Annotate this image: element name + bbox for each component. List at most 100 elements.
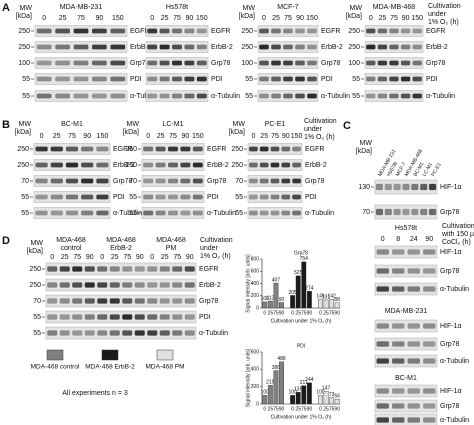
bar [318, 395, 323, 405]
lane-label: 90 [425, 236, 433, 243]
mw-label: 70 [362, 209, 370, 216]
band [92, 93, 107, 99]
band [281, 178, 291, 184]
blot-strip [374, 319, 438, 333]
band [281, 210, 291, 216]
protein-label: Grp78 [440, 403, 460, 410]
lane-label: 75 [68, 133, 76, 140]
band [412, 60, 422, 66]
band [110, 60, 126, 66]
blot-note: with 150 µmol/L [441, 231, 474, 238]
band [96, 146, 109, 152]
x-tick-label: 90 [279, 406, 285, 412]
band [366, 60, 376, 66]
note: Cultivation [200, 237, 233, 244]
y-tick-label: 0 [256, 401, 259, 407]
band [180, 178, 191, 184]
band [393, 183, 401, 191]
band [35, 194, 48, 200]
lane-label: 90 [186, 254, 194, 261]
note: under [304, 126, 323, 133]
band [400, 44, 411, 50]
group-title: MDA-468 [106, 237, 136, 244]
mw-label: 250 [17, 146, 29, 153]
bar [273, 370, 279, 405]
band [97, 314, 108, 320]
band [96, 178, 109, 184]
band [96, 210, 109, 216]
band [411, 183, 419, 191]
band [134, 298, 145, 304]
band [172, 282, 183, 288]
band [271, 93, 281, 99]
blot-title: PC-E1 [265, 121, 286, 128]
y-tick-label: 600 [251, 349, 260, 355]
mw-label: 250 [348, 44, 360, 51]
protein-label: ErbB-2 [321, 44, 343, 51]
blot-title: LC-M1 [162, 121, 183, 128]
band [259, 146, 269, 152]
protein-label: Grp78 [113, 178, 133, 185]
bar [329, 397, 335, 405]
mw-header: MW [350, 5, 363, 12]
band [184, 266, 195, 272]
y-tick-label: 0 [256, 305, 259, 311]
band [84, 330, 95, 336]
value-label: 145 [316, 293, 325, 299]
lane-label: 75 [284, 15, 292, 22]
bar [334, 398, 340, 405]
band [400, 28, 411, 34]
band [392, 249, 405, 255]
x-tick-label: 0 [263, 310, 266, 316]
protein-label: Grp78 [321, 60, 341, 67]
x-tick-label: 75 [301, 406, 307, 412]
mw-label: 55 [22, 76, 30, 83]
protein-label: Grp78 [440, 268, 460, 275]
mw-header: [kDa] [15, 129, 31, 136]
lane-label: 25 [53, 133, 61, 140]
lane-label: 0 [50, 254, 54, 261]
band [376, 249, 389, 255]
value-label: 274 [305, 286, 314, 292]
mw-label: 55 [21, 210, 29, 217]
legend-label: MDA-468 ErbB-2 [85, 364, 135, 371]
band [84, 314, 95, 320]
blot-title: Hs578t [395, 225, 417, 232]
protein-label: EGFR [207, 146, 226, 153]
band [50, 178, 63, 184]
band [47, 266, 58, 272]
band [271, 76, 281, 82]
blot-title: BC-M1 [61, 121, 83, 128]
band [192, 162, 203, 168]
value-label: 56 [334, 393, 340, 399]
band [376, 388, 389, 394]
x-tick-label: 25 [268, 406, 274, 412]
value-label: 90 [279, 297, 285, 303]
mw-label: 250 [29, 266, 41, 273]
band [389, 60, 399, 66]
x-tick-label: 25 [268, 310, 274, 316]
blot-strip [374, 282, 438, 296]
band [109, 298, 120, 304]
band [366, 93, 376, 99]
mw-label: 55 [235, 210, 243, 217]
bar [323, 299, 329, 309]
band [423, 341, 436, 347]
x-tick-label: 75 [329, 406, 335, 412]
lane-label: 90 [402, 15, 410, 22]
protein-label: ErbB-2 [211, 44, 233, 51]
band [47, 298, 58, 304]
protein-label: Grp78 [305, 178, 325, 185]
band [377, 76, 388, 82]
lane-label: 75 [173, 15, 181, 22]
protein-label: α-Tubulin [207, 210, 236, 217]
band [259, 93, 269, 99]
band [109, 266, 120, 272]
blot-note: CoCl₂ (h) [442, 239, 471, 246]
mw-label: 55 [245, 93, 253, 100]
y-tick-label: 200 [251, 293, 260, 299]
blot-title: MCF-7 [277, 4, 298, 11]
band [65, 210, 79, 216]
band [249, 178, 258, 184]
band [122, 266, 133, 272]
